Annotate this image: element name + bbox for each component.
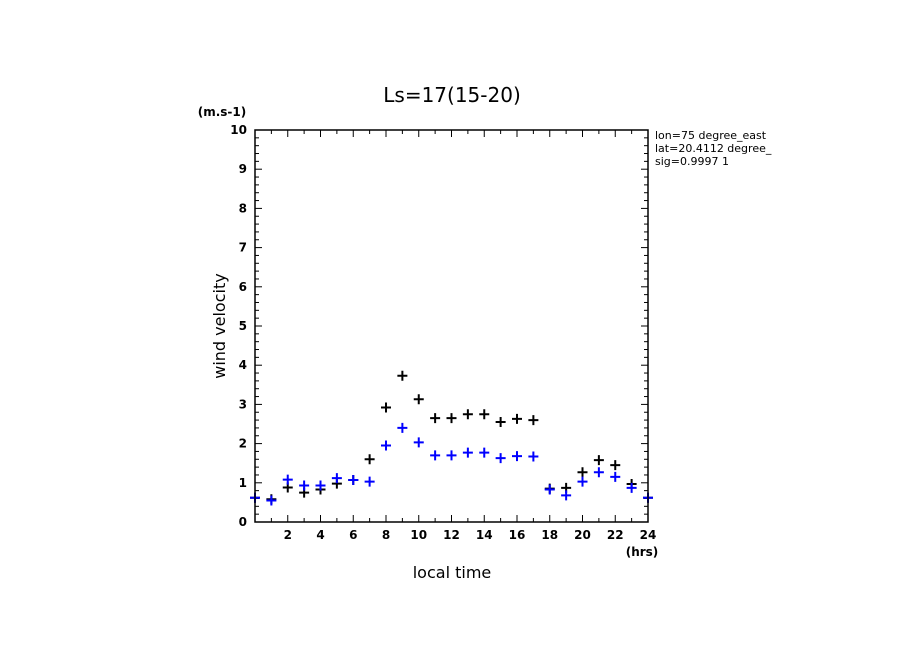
x-tick-label: 22	[607, 528, 624, 542]
y-tick-label: 9	[239, 162, 247, 176]
data-point-series-1	[462, 409, 473, 420]
x-axis-unit: (hrs)	[626, 545, 659, 559]
x-tick-label: 10	[410, 528, 427, 542]
data-point-series-2	[577, 476, 588, 487]
axis-ticks	[254, 129, 649, 523]
data-point-series-1	[495, 417, 506, 428]
y-tick-label: 8	[239, 201, 247, 215]
x-tick-label: 20	[574, 528, 591, 542]
data-point-series-2	[397, 422, 408, 433]
data-point-series-2	[348, 475, 359, 486]
data-point-series-2	[561, 490, 572, 501]
data-point-series-1	[512, 413, 522, 424]
x-tick-label: 6	[349, 528, 357, 542]
data-point-series-1	[430, 413, 441, 424]
annotation: lon=75 degree_east	[655, 129, 767, 142]
data-point-series-2	[364, 476, 375, 487]
data-marks	[250, 370, 653, 506]
y-axis-unit: (m.s-1)	[198, 105, 247, 119]
data-point-series-2	[430, 450, 441, 461]
data-point-series-1	[610, 460, 621, 471]
data-point-series-1	[479, 409, 490, 420]
x-tick-label: 2	[284, 528, 292, 542]
y-tick-label: 5	[239, 319, 247, 333]
data-point-series-2	[282, 474, 293, 485]
y-tick-label: 4	[239, 358, 247, 372]
x-tick-label: 16	[509, 528, 526, 542]
data-point-series-2	[462, 447, 473, 458]
plot-frame	[254, 129, 649, 523]
data-point-series-1	[381, 402, 391, 413]
y-tick-label: 2	[239, 437, 247, 451]
data-point-series-2	[512, 451, 522, 462]
data-point-series-1	[446, 413, 457, 424]
x-tick-label: 14	[476, 528, 493, 542]
data-point-series-2	[528, 451, 539, 462]
data-point-series-1	[397, 370, 408, 381]
data-point-series-1	[528, 415, 539, 426]
x-axis-label: local time	[413, 563, 492, 582]
chart-title: Ls=17(15-20)	[383, 83, 521, 107]
y-tick-label: 1	[239, 476, 247, 490]
data-point-series-2	[381, 440, 391, 451]
x-tick-label: 24	[640, 528, 657, 542]
data-point-series-1	[364, 454, 375, 465]
data-point-series-2	[593, 467, 604, 478]
x-tick-label: 8	[382, 528, 390, 542]
data-point-series-1	[577, 467, 588, 478]
y-tick-label: 0	[239, 515, 247, 529]
x-tick-label: 4	[316, 528, 324, 542]
annotation: sig=0.9997 1	[655, 155, 729, 168]
data-point-series-2	[299, 480, 310, 491]
data-point-series-2	[266, 495, 277, 506]
data-point-series-2	[626, 482, 637, 493]
data-point-series-2	[610, 471, 621, 482]
data-point-series-1	[413, 394, 424, 405]
data-point-series-2	[315, 480, 326, 491]
y-axis-label: wind velocity	[210, 273, 229, 378]
data-point-series-2	[544, 484, 555, 495]
data-point-series-2	[331, 473, 342, 484]
data-point-series-2	[413, 437, 424, 448]
data-point-series-2	[446, 450, 457, 461]
y-tick-label: 3	[239, 397, 247, 411]
x-tick-label: 12	[443, 528, 460, 542]
y-tick-label: 10	[230, 123, 247, 137]
data-point-series-2	[495, 453, 506, 464]
x-tick-label: 18	[541, 528, 558, 542]
annotation: lat=20.4112 degree_	[655, 142, 772, 155]
data-point-series-2	[479, 447, 490, 458]
data-point-series-1	[593, 455, 604, 466]
y-tick-label: 6	[239, 280, 247, 294]
y-tick-label: 7	[239, 241, 247, 255]
